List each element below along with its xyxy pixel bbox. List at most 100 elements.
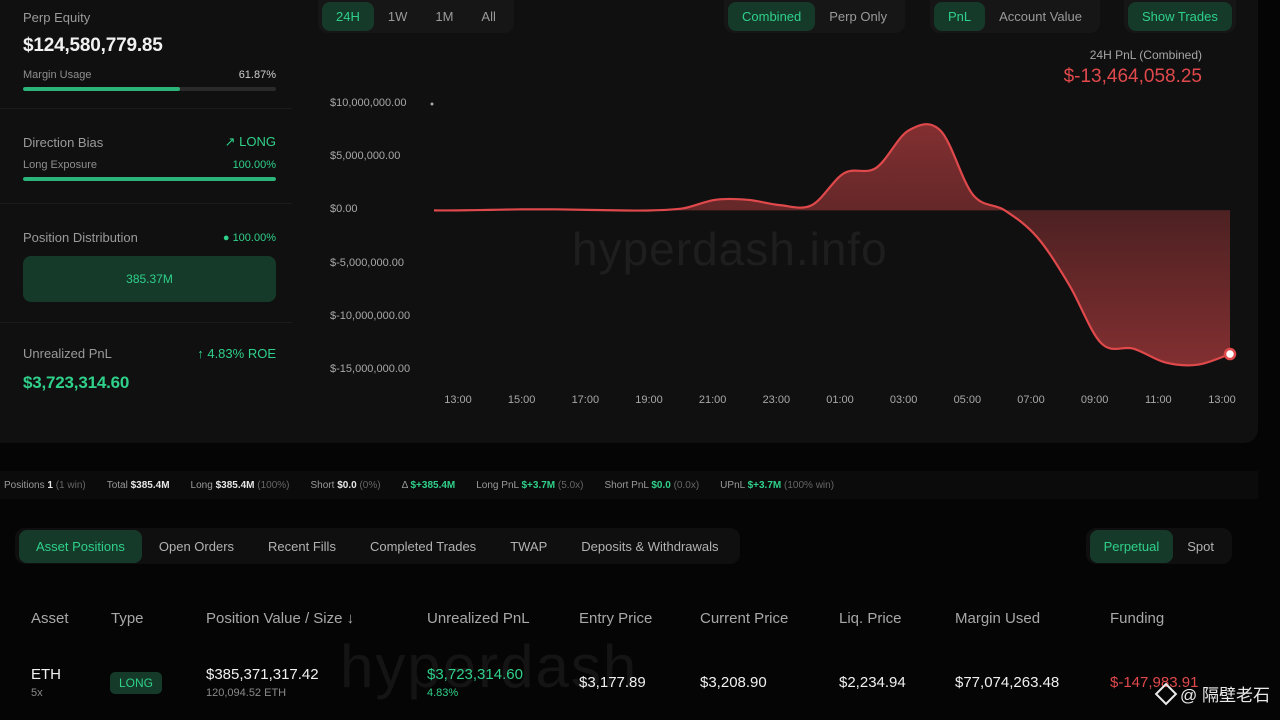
summary-item: Total $385.4M	[107, 480, 170, 491]
y-tick-label: $-5,000,000.00	[330, 256, 405, 269]
position-size: 120,094.52 ETH	[206, 687, 287, 699]
x-tick-label: 13:00	[1208, 394, 1236, 406]
tab-asset-positions[interactable]: Asset Positions	[19, 529, 142, 563]
header-funding[interactable]: Funding	[1110, 610, 1165, 627]
summary-value: $0.0	[337, 479, 357, 491]
summary-value: $+3.7M	[747, 479, 782, 491]
summary-value: 1	[47, 479, 53, 491]
header-margin-used[interactable]: Margin Used	[955, 610, 1041, 627]
pnl-endpoint-marker	[1223, 347, 1237, 361]
metric-tab-account-value[interactable]: Account Value	[999, 9, 1083, 24]
unrealized-pnl-block: Unrealized PnL ↑ 4.83% ROE $3,723,314.60	[23, 346, 276, 393]
x-tick-label: 09:00	[1080, 394, 1109, 406]
y-tick-label: $5,000,000.00	[330, 150, 401, 163]
range-tab-1m[interactable]: 1M	[435, 9, 454, 24]
view-tab-combined[interactable]: Combined	[728, 2, 816, 31]
perp-equity-block: Perp Equity $124,580,779.85 Margin Usage…	[23, 10, 276, 91]
position-distribution-value: 100.00%	[232, 231, 276, 244]
divider	[0, 108, 292, 109]
view-selector: Combined Perp Only	[724, 0, 906, 33]
x-tick-label: 19:00	[635, 394, 663, 406]
range-tab-24h[interactable]: 24H	[322, 2, 374, 31]
cell-position-value: $385,371,317.42 120,094.52 ETH	[206, 666, 319, 699]
axis-marker	[430, 102, 434, 106]
pnl-chart[interactable]	[0, 0, 1258, 443]
header-current-price[interactable]: Current Price	[700, 610, 789, 627]
summary-label: UPnL	[720, 479, 748, 491]
tab-open-orders[interactable]: Open Orders	[158, 538, 235, 554]
header-entry-price[interactable]: Entry Price	[579, 610, 653, 627]
perp-equity-label: Perp Equity	[23, 10, 91, 25]
asset-name: ETH	[31, 666, 61, 683]
x-tick-label: 13:00	[444, 394, 472, 406]
divider	[0, 203, 292, 204]
long-exposure-value: 100.00%	[232, 159, 276, 171]
account-stats: Perp Equity $124,580,779.85 Margin Usage…	[0, 0, 292, 443]
x-tick-label: 21:00	[698, 394, 727, 406]
tab-deposits-withdrawals[interactable]: Deposits & Withdrawals	[581, 538, 719, 554]
position-distribution-block: Position Distribution ● 100.00% 385.37M	[23, 230, 276, 302]
cell-current-price: $3,208.90	[700, 674, 767, 691]
asset-leverage: 5x	[31, 687, 43, 699]
summary-item: Short PnL $0.0 (0.0x)	[604, 480, 699, 491]
x-tick-label: 01:00	[826, 394, 854, 406]
cell-unrealized-pnl: $3,723,314.60 4.83%	[427, 666, 523, 699]
tab-spot[interactable]: Spot	[1187, 538, 1214, 554]
market-tabs: Perpetual Spot	[1085, 528, 1232, 564]
margin-usage-fill	[23, 87, 180, 91]
tab-twap[interactable]: TWAP	[510, 538, 548, 554]
header-asset[interactable]: Asset	[31, 610, 69, 627]
pnl-line	[433, 123, 1231, 367]
direction-bias-value-wrap: ↗ LONG	[225, 134, 276, 150]
unrealized-pct: 4.83%	[427, 687, 459, 699]
long-exposure-bar	[23, 177, 276, 181]
view-tab-perp-only[interactable]: Perp Only	[829, 9, 888, 24]
trending-up-icon: ↗	[224, 134, 236, 149]
summary-label: Short PnL	[604, 479, 652, 491]
y-tick-label: $10,000,000.00	[330, 97, 407, 109]
margin-usage-bar	[23, 87, 276, 91]
margin-usage-label: Margin Usage	[23, 69, 92, 81]
pnl-area-positive	[434, 124, 1230, 211]
header-liq-price[interactable]: Liq. Price	[839, 610, 902, 627]
distribution-bar[interactable]: 385.37M	[23, 256, 276, 302]
position-distribution-value-wrap: ● 100.00%	[223, 232, 276, 244]
summary-value: $+385.4M	[410, 479, 456, 491]
divider	[0, 322, 292, 323]
x-tick-label: 15:00	[507, 394, 536, 406]
range-tab-all[interactable]: All	[481, 9, 496, 24]
y-tick-label: $0.00	[330, 203, 358, 216]
show-trades-button[interactable]: Show Trades	[1128, 2, 1232, 31]
header-unrealized-pnl[interactable]: Unrealized PnL	[427, 610, 530, 627]
distribution-bar-value: 385.37M	[126, 272, 173, 286]
summary-value: $+3.7M	[521, 479, 556, 491]
direction-bias-label: Direction Bias	[23, 134, 104, 150]
header-type[interactable]: Type	[111, 610, 144, 627]
credit-watermark: @ 隔壁老石	[1154, 681, 1270, 706]
positions-summary: Positions 1 (1 win) Total $385.4M Long $38…	[0, 471, 1258, 499]
arrow-up-icon: ↑	[197, 346, 204, 361]
cell-entry-price: $3,177.89	[579, 674, 646, 691]
header-position-value[interactable]: Position Value / Size ↓	[206, 610, 355, 627]
tab-completed-trades[interactable]: Completed Trades	[369, 538, 477, 554]
x-tick-label: 05:00	[953, 394, 982, 406]
range-tab-1w[interactable]: 1W	[387, 9, 408, 24]
tab-perpetual[interactable]: Perpetual	[1089, 529, 1174, 563]
summary-value: $0.0	[651, 479, 671, 491]
cell-asset: ETH 5x	[31, 666, 61, 699]
summary-item: UPnL $+3.7M (100% win)	[720, 480, 834, 491]
tab-recent-fills[interactable]: Recent Fills	[268, 538, 336, 554]
dashboard-panel: Perp Equity $124,580,779.85 Margin Usage…	[0, 0, 1258, 443]
long-exposure-label: Long Exposure	[23, 159, 97, 171]
summary-extra: (0%)	[356, 479, 381, 491]
summary-label: Long	[190, 479, 216, 491]
long-exposure-fill	[23, 177, 276, 181]
y-tick-label: $-10,000,000.00	[330, 309, 411, 322]
metric-tab-pnl[interactable]: PnL	[934, 2, 986, 31]
roe-wrap: ↑ 4.83% ROE	[197, 346, 276, 361]
section-tabs: Asset Positions Open Orders Recent Fills…	[15, 528, 740, 564]
x-tick-label: 23:00	[762, 394, 791, 406]
summary-label: Short	[310, 479, 338, 491]
summary-extra: (1 win)	[52, 479, 86, 491]
position-value: $385,371,317.42	[206, 666, 319, 683]
